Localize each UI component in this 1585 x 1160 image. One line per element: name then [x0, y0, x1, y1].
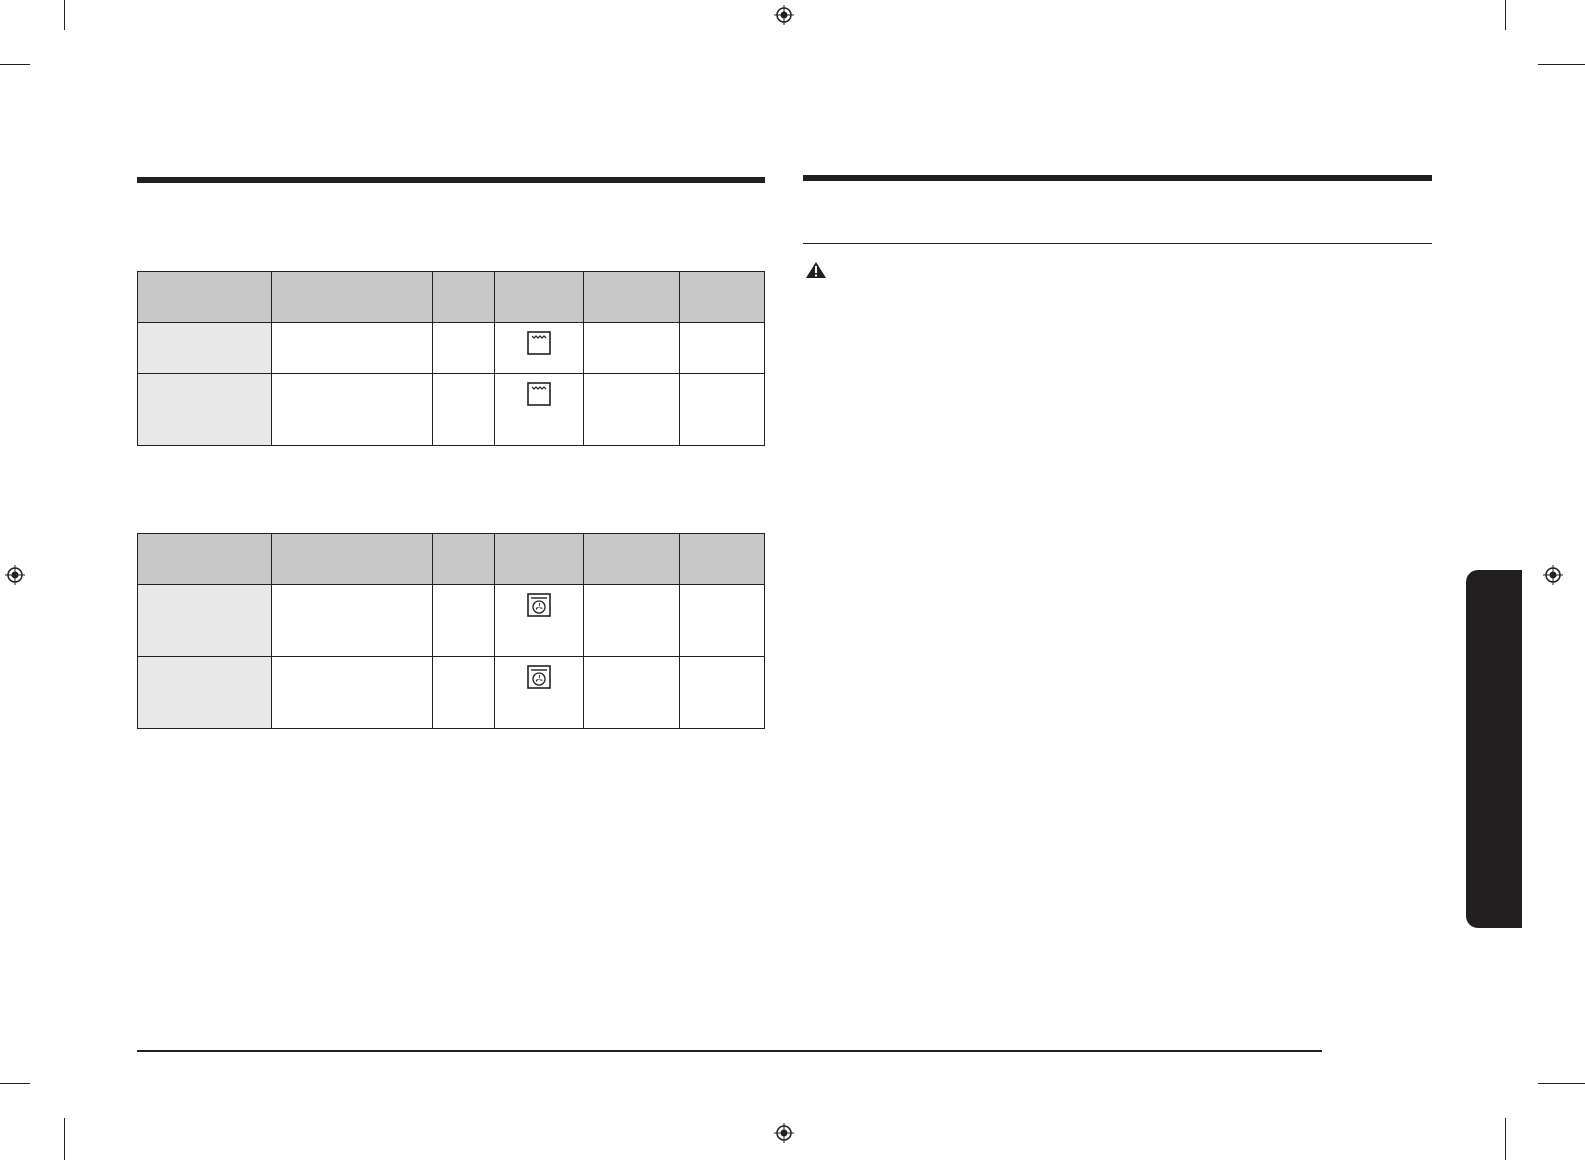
table-cell: [432, 656, 496, 729]
crop-mark: [64, 1118, 65, 1160]
row-head-cell: [137, 584, 272, 657]
registration-mark-icon: [1543, 565, 1563, 585]
header-cell: [494, 533, 585, 585]
table-cell: [494, 656, 585, 729]
table-cell: [270, 656, 434, 729]
header-cell: [679, 271, 765, 323]
table-row: [137, 322, 765, 374]
row-head-cell: [137, 322, 272, 374]
header-cell: [137, 533, 272, 585]
registration-mark-icon: [774, 1123, 794, 1143]
right-section-rule: [803, 175, 1432, 181]
table-header-row: [137, 271, 765, 323]
table-cell: [494, 322, 585, 374]
table-cell: [679, 656, 765, 729]
table-cell: [679, 584, 765, 657]
header-cell: [270, 271, 434, 323]
table-cell: [583, 656, 681, 729]
right-subsection-rule: [803, 243, 1432, 244]
header-cell: [494, 271, 585, 323]
fan-oven-table: [137, 533, 765, 729]
header-cell: [583, 533, 681, 585]
table-cell: [432, 584, 496, 657]
top-heat-oven-icon: [527, 331, 552, 355]
registration-mark-icon: [5, 565, 25, 585]
header-cell: [137, 271, 272, 323]
table-cell: [270, 584, 434, 657]
header-cell: [270, 533, 434, 585]
header-cell: [679, 533, 765, 585]
table-cell: [494, 373, 585, 446]
row-head-cell: [137, 373, 272, 446]
table-cell: [432, 322, 496, 374]
table-cell: [432, 373, 496, 446]
footer-rule: [137, 1050, 1322, 1052]
crop-mark: [64, 0, 65, 30]
table-cell: [270, 373, 434, 446]
top-heat-table: [137, 271, 765, 446]
table-cell: [583, 373, 681, 446]
chapter-side-tab: [1466, 570, 1522, 928]
table-cell: [270, 322, 434, 374]
crop-mark: [1505, 1118, 1506, 1160]
crop-mark: [1538, 64, 1585, 65]
header-cell: [432, 533, 496, 585]
fan-oven-icon: [527, 593, 552, 617]
fan-oven-icon: [527, 665, 552, 689]
table-row: [137, 656, 765, 729]
table-cell: [679, 322, 765, 374]
crop-mark: [0, 64, 30, 65]
top-heat-oven-icon: [527, 382, 552, 406]
left-section-rule: [137, 177, 765, 183]
table-cell: [583, 322, 681, 374]
crop-mark: [1505, 0, 1506, 30]
table-cell: [583, 584, 681, 657]
warning-triangle-icon: [806, 262, 826, 278]
table-cell: [494, 584, 585, 657]
header-cell: [432, 271, 496, 323]
table-row: [137, 373, 765, 446]
table-header-row: [137, 533, 765, 585]
table-row: [137, 584, 765, 657]
crop-mark: [1538, 1083, 1585, 1084]
crop-mark: [0, 1083, 30, 1084]
row-head-cell: [137, 656, 272, 729]
registration-mark-icon: [774, 5, 794, 25]
table-cell: [679, 373, 765, 446]
header-cell: [583, 271, 681, 323]
